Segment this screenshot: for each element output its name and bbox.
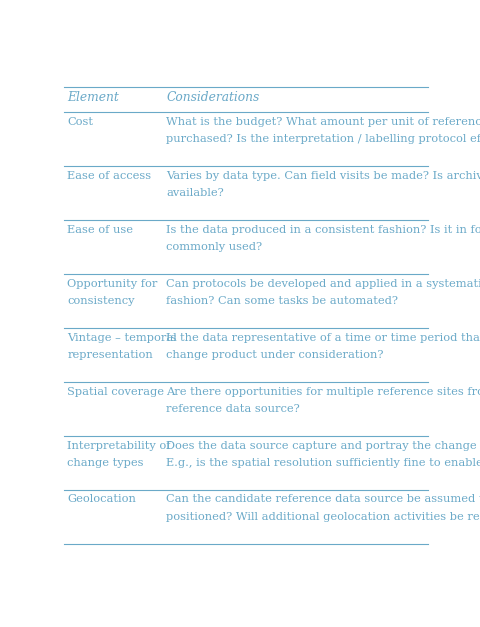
Text: Does the data source capture and portray the change types of interest?
E.g., is : Does the data source capture and portray… bbox=[166, 441, 480, 468]
Text: Are there opportunities for multiple reference sites from a given
reference data: Are there opportunities for multiple ref… bbox=[166, 387, 480, 414]
Text: Ease of use: Ease of use bbox=[67, 225, 133, 235]
Text: Is the data representative of a time or time period that is relevant to the
chan: Is the data representative of a time or … bbox=[166, 333, 480, 360]
Text: Cost: Cost bbox=[67, 117, 94, 127]
Text: Varies by data type. Can field visits be made? Is archival image data
available?: Varies by data type. Can field visits be… bbox=[166, 171, 480, 198]
Text: Interpretability of
change types: Interpretability of change types bbox=[67, 441, 171, 468]
Text: Geolocation: Geolocation bbox=[67, 495, 136, 505]
Text: Spatial coverage: Spatial coverage bbox=[67, 387, 165, 397]
Text: Considerations: Considerations bbox=[166, 91, 259, 104]
Text: Can the candidate reference data source be assumed to be accurately
positioned? : Can the candidate reference data source … bbox=[166, 495, 480, 522]
Text: What is the budget? What amount per unit of reference data can be
purchased? Is : What is the budget? What amount per unit… bbox=[166, 117, 480, 144]
Text: Is the data produced in a consistent fashion? Is it in formats that are
commonly: Is the data produced in a consistent fas… bbox=[166, 225, 480, 252]
Text: Opportunity for
consistency: Opportunity for consistency bbox=[67, 279, 158, 306]
Text: Vintage – temporal
representation: Vintage – temporal representation bbox=[67, 333, 177, 360]
Text: Element: Element bbox=[67, 91, 119, 104]
Text: Ease of access: Ease of access bbox=[67, 171, 152, 181]
Text: Can protocols be developed and applied in a systematic and repetitive
fashion? C: Can protocols be developed and applied i… bbox=[166, 279, 480, 306]
